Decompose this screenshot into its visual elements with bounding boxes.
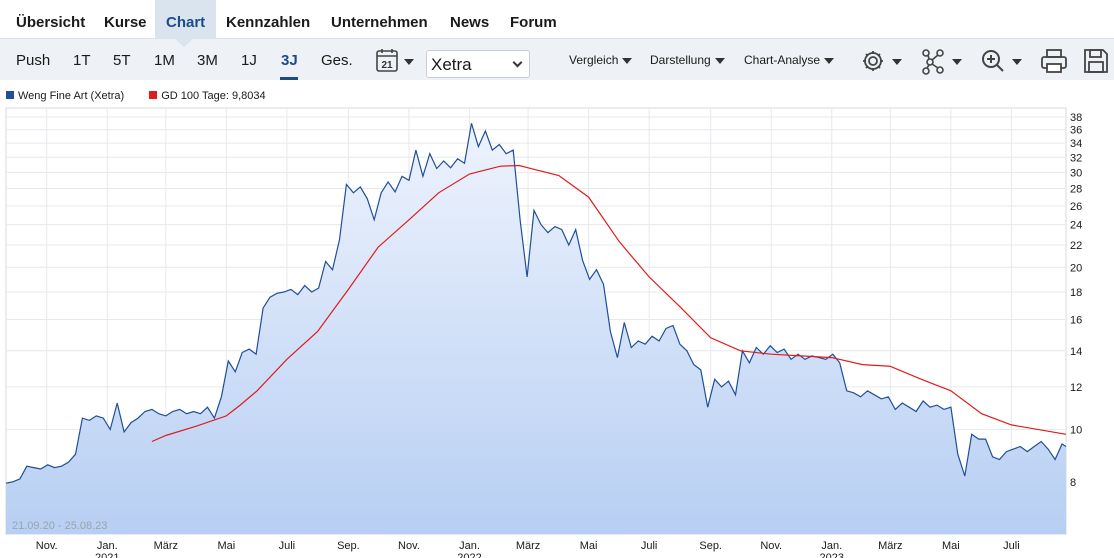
x-tick-label: Jan. bbox=[459, 540, 480, 552]
period-3m[interactable]: 3M bbox=[197, 52, 218, 69]
y-tick-label: 34 bbox=[1070, 138, 1082, 150]
period-5t[interactable]: 5T bbox=[113, 52, 131, 69]
nav-item-forum[interactable]: Forum bbox=[510, 14, 557, 31]
y-tick-label: 16 bbox=[1070, 315, 1082, 327]
x-tick-label: März bbox=[154, 540, 178, 552]
zoom-icon bbox=[982, 50, 1022, 72]
x-tick-label: März bbox=[516, 540, 540, 552]
nav-item-kennzahlen[interactable]: Kennzahlen bbox=[226, 14, 311, 31]
x-tick-label: Mai bbox=[942, 540, 960, 552]
calendar-day-number: 21 bbox=[381, 60, 393, 71]
exchange-select-value: Xetra bbox=[431, 55, 472, 74]
indicators-button[interactable] bbox=[920, 47, 966, 75]
vergleich-label: Vergleich bbox=[569, 53, 619, 67]
date-range-label: 21.09.20 - 25.08.23 bbox=[12, 520, 108, 532]
calendar-button[interactable]: 21 bbox=[375, 47, 417, 75]
caret-down-icon bbox=[824, 57, 835, 64]
caret-down-icon bbox=[622, 57, 633, 64]
x-tick-label: Juli bbox=[641, 540, 658, 552]
x-tick-label: März bbox=[878, 540, 902, 552]
period-ges[interactable]: Ges. bbox=[321, 52, 353, 69]
save-button[interactable] bbox=[1082, 47, 1110, 75]
legend-label-gd100: GD 100 Tage: 9,8034 bbox=[161, 90, 266, 102]
nav-item-news[interactable]: News bbox=[450, 14, 490, 31]
period-push[interactable]: Push bbox=[16, 52, 51, 69]
active-period-underline bbox=[280, 77, 298, 80]
x-tick-year-label: 2022 bbox=[457, 552, 481, 558]
gd100-series-line bbox=[151, 164, 1067, 443]
nav-item-chart[interactable]: Chart bbox=[155, 0, 217, 38]
y-tick-label: 26 bbox=[1070, 201, 1082, 213]
chart-toolbar: Push 1T 5T 1M 3M 1J 3J Ges. 21 Xetra Ver… bbox=[0, 38, 1114, 80]
zoom-button[interactable] bbox=[980, 47, 1026, 75]
legend-entry-weng[interactable]: Weng Fine Art (Xetra) bbox=[6, 90, 124, 102]
settings-button[interactable] bbox=[860, 47, 906, 75]
y-tick-label: 24 bbox=[1070, 220, 1082, 232]
y-tick-label: 22 bbox=[1070, 240, 1082, 252]
chart-analyse-menu[interactable]: Chart-Analyse bbox=[744, 39, 835, 81]
x-tick-label: Nov. bbox=[36, 540, 58, 552]
y-tick-label: 14 bbox=[1070, 346, 1082, 358]
period-3j[interactable]: 3J bbox=[281, 52, 298, 69]
darstellung-label: Darstellung bbox=[650, 53, 711, 67]
legend-entry-gd100[interactable]: GD 100 Tage: 9,8034 bbox=[149, 90, 266, 102]
x-tick-label: Jan. bbox=[821, 540, 842, 552]
x-tick-label: Sep. bbox=[337, 540, 360, 552]
period-1m[interactable]: 1M bbox=[154, 52, 175, 69]
print-icon bbox=[1041, 49, 1067, 73]
y-tick-label: 8 bbox=[1070, 477, 1076, 489]
x-tick-label: Mai bbox=[217, 540, 235, 552]
top-navigation: Übersicht Kurse Chart Kennzahlen Unterne… bbox=[0, 0, 1114, 38]
grid-lines bbox=[6, 108, 1066, 534]
y-tick-label: 28 bbox=[1070, 184, 1082, 196]
nav-item-uebersicht[interactable]: Übersicht bbox=[16, 14, 86, 31]
price-area-fill bbox=[6, 123, 1066, 535]
exchange-select[interactable]: Xetra bbox=[426, 50, 530, 78]
calendar-icon: 21 bbox=[376, 49, 414, 72]
caret-down-icon bbox=[714, 57, 725, 64]
x-tick-year-label: 2021 bbox=[95, 552, 119, 558]
y-tick-label: 32 bbox=[1070, 152, 1082, 164]
x-tick-label: Mai bbox=[580, 540, 598, 552]
indicators-icon bbox=[922, 49, 962, 75]
darstellung-menu[interactable]: Darstellung bbox=[650, 39, 725, 81]
legend-swatch-weng bbox=[6, 91, 14, 100]
settings-icon bbox=[863, 51, 902, 71]
nav-item-kurse[interactable]: Kurse bbox=[104, 14, 147, 31]
active-tab-caret bbox=[174, 38, 194, 47]
period-1j[interactable]: 1J bbox=[241, 52, 257, 69]
vergleich-menu[interactable]: Vergleich bbox=[569, 39, 633, 81]
y-tick-label: 10 bbox=[1070, 425, 1082, 437]
print-button[interactable] bbox=[1040, 47, 1068, 75]
y-tick-label: 38 bbox=[1070, 112, 1082, 124]
save-icon bbox=[1084, 49, 1108, 73]
chart-legend: Weng Fine Art (Xetra) GD 100 Tage: 9,803… bbox=[6, 90, 288, 104]
chart-analyse-label: Chart-Analyse bbox=[744, 53, 821, 67]
x-tick-label: Juli bbox=[1003, 540, 1020, 552]
x-tick-label: Juli bbox=[279, 540, 296, 552]
x-tick-label: Nov. bbox=[398, 540, 420, 552]
y-tick-label: 18 bbox=[1070, 287, 1082, 299]
period-1t[interactable]: 1T bbox=[73, 52, 91, 69]
y-tick-label: 30 bbox=[1070, 167, 1082, 179]
y-tick-label: 12 bbox=[1070, 382, 1082, 394]
x-tick-label: Jan. bbox=[97, 540, 118, 552]
y-tick-label: 20 bbox=[1070, 262, 1082, 274]
nav-item-unternehmen[interactable]: Unternehmen bbox=[331, 14, 428, 31]
x-tick-year-label: 2023 bbox=[820, 552, 844, 558]
legend-swatch-gd100 bbox=[149, 91, 158, 100]
price-series-line bbox=[5, 123, 1067, 484]
x-tick-label: Nov. bbox=[760, 540, 782, 552]
y-tick-label: 36 bbox=[1070, 125, 1082, 137]
chevron-down-icon bbox=[512, 57, 523, 68]
legend-label-weng: Weng Fine Art (Xetra) bbox=[18, 90, 125, 102]
x-tick-label: Sep. bbox=[699, 540, 722, 552]
